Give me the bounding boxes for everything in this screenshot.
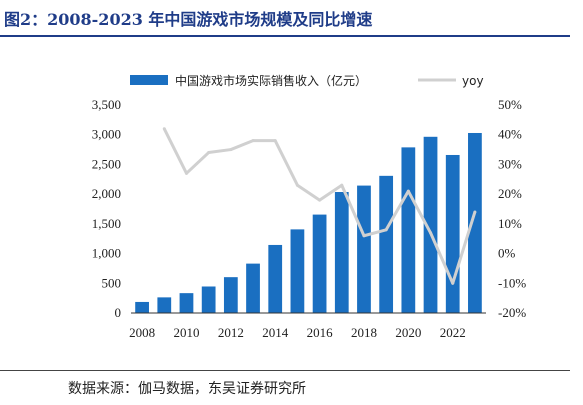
y-right-tick-label: 0% <box>498 246 516 261</box>
y-right-tick-label: -10% <box>498 275 526 290</box>
bar <box>157 297 172 313</box>
x-tick-label: 2022 <box>440 325 466 340</box>
yoy-point <box>362 234 366 238</box>
x-tick-label: 2012 <box>218 325 244 340</box>
y-right-tick-label: 30% <box>498 156 522 171</box>
x-tick-label: 2020 <box>395 325 421 340</box>
yoy-point <box>295 183 299 187</box>
y-left-tick-label: 2,000 <box>92 186 121 201</box>
y-left-tick-label: 2,500 <box>92 156 121 171</box>
y-left-tick-label: 0 <box>115 305 122 320</box>
x-tick-label: 2014 <box>262 325 289 340</box>
bar <box>423 136 438 313</box>
y-left-tick-label: 1,500 <box>92 216 121 231</box>
bar <box>268 244 283 313</box>
y-left-tick-label: 3,500 <box>92 97 121 112</box>
yoy-line-series <box>162 127 477 285</box>
y-left-tick-label: 1,000 <box>92 246 121 261</box>
yoy-point <box>273 139 277 143</box>
yoy-point <box>251 139 255 143</box>
bar <box>246 263 260 313</box>
x-tick-label: 2016 <box>307 325 334 340</box>
yoy-point <box>384 228 388 232</box>
y-axis-right: -20% -10% 0% 10% 20% 30% 40% 50% <box>498 97 526 320</box>
y-right-tick-label: -20% <box>498 305 526 320</box>
bar <box>334 192 349 313</box>
yoy-point <box>207 151 211 155</box>
y-left-tick-label: 500 <box>102 275 122 290</box>
source-divider <box>0 370 570 371</box>
bar <box>445 154 460 313</box>
bar <box>312 214 327 313</box>
bar <box>179 293 194 313</box>
bar <box>201 286 216 313</box>
yoy-point <box>429 231 433 235</box>
bar <box>223 277 238 313</box>
yoy-point <box>318 198 322 202</box>
legend-line-label: yoy <box>462 74 484 88</box>
bar <box>290 229 305 313</box>
bar <box>379 175 394 313</box>
yoy-point <box>406 189 410 193</box>
y-right-tick-label: 10% <box>498 216 522 231</box>
bar <box>468 132 482 313</box>
legend-bar-swatch <box>130 75 168 85</box>
y-right-tick-label: 40% <box>498 127 522 142</box>
yoy-point <box>473 210 477 214</box>
chart: 中国游戏市场实际销售收入（亿元） yoy 0 500 1,000 1,500 2,000… <box>92 73 527 340</box>
source-note: 数据来源：伽马数据，东吴证券研究所 <box>68 381 306 397</box>
yoy-point <box>229 148 233 152</box>
y-right-tick-label: 50% <box>498 97 522 112</box>
x-tick-label: 2018 <box>351 325 377 340</box>
yoy-point <box>340 183 344 187</box>
y-right-tick-label: 20% <box>498 186 522 201</box>
figure-title: 图2：2008-2023 年中国游戏市场规模及同比增速 <box>4 10 373 29</box>
y-axis-left: 0 500 1,000 1,500 2,000 2,500 3,000 3,500 <box>92 97 121 320</box>
bar <box>135 301 149 313</box>
bar <box>357 185 371 313</box>
yoy-point <box>184 171 188 175</box>
legend-bar-label: 中国游戏市场实际销售收入（亿元） <box>175 73 367 88</box>
title-divider <box>0 35 570 37</box>
legend: 中国游戏市场实际销售收入（亿元） yoy <box>130 73 484 88</box>
x-axis: 2008 2010 2012 2014 2016 2018 2020 2022 <box>129 325 466 340</box>
x-tick-label: 2008 <box>129 325 155 340</box>
y-left-tick-label: 3,000 <box>92 127 121 142</box>
yoy-point <box>451 281 455 285</box>
yoy-point <box>162 127 166 131</box>
x-tick-label: 2010 <box>173 325 199 340</box>
bar-series <box>135 132 482 313</box>
bar <box>401 147 416 313</box>
